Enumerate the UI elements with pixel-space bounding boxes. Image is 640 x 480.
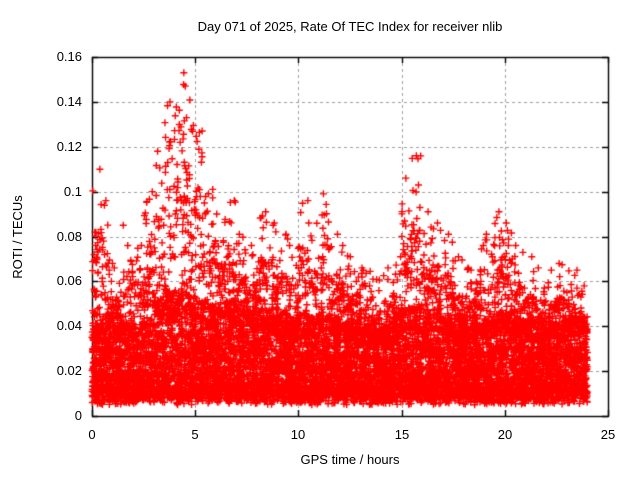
x-tick-label: 0 [88,427,96,442]
y-tick-label: 0.08 [56,229,82,244]
y-tick-label: 0 [74,408,82,423]
y-tick-label: 0.16 [56,49,82,64]
x-tick-label: 20 [497,427,513,442]
chart-title: Day 071 of 2025, Rate Of TEC Index for r… [197,19,503,34]
y-tick-label: 0.02 [56,363,82,378]
x-tick-label: 10 [290,427,306,442]
y-tick-label: 0.1 [63,184,82,199]
x-tick-label: 25 [600,427,616,442]
y-tick-label: 0.12 [56,139,82,154]
y-tick-label: 0.04 [56,318,82,333]
y-tick-label: 0.14 [56,94,82,109]
x-tick-label: 15 [394,427,410,442]
y-tick-label: 0.06 [56,273,82,288]
x-tick-label: 5 [191,427,199,442]
y-axis-label: ROTI / TECUs [10,195,25,279]
x-axis-label: GPS time / hours [300,452,400,467]
